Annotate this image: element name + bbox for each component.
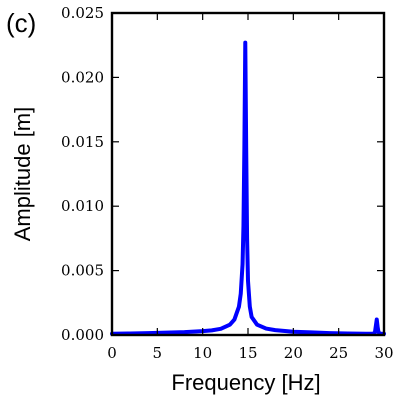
x-tick-label: 15	[238, 344, 257, 362]
y-axis-title: Amplitude [m]	[10, 107, 35, 242]
y-tick-label: 0.025	[61, 4, 104, 22]
y-tick-label: 0.005	[61, 262, 104, 280]
x-tick-label: 5	[153, 344, 163, 362]
x-axis-title: Frequency [Hz]	[171, 370, 320, 395]
x-tick-label: 20	[284, 344, 303, 362]
y-tick-label: 0.000	[61, 326, 104, 344]
y-tick-label: 0.015	[61, 133, 104, 151]
x-tick-label: 10	[193, 344, 212, 362]
x-tick-label: 0	[107, 344, 117, 362]
plot-marks	[110, 40, 386, 336]
series-line-0	[110, 40, 386, 336]
y-tick-label: 0.020	[61, 68, 104, 86]
panel-label: (c)	[6, 8, 36, 38]
x-tick-label: 30	[374, 344, 393, 362]
y-tick-label: 0.010	[61, 197, 104, 215]
x-tick-label: 25	[329, 344, 348, 362]
axis-ticks: 0 5 10 15 20 25 30 0.000 0.005 0.010 0.015 0.020 0.0…	[61, 4, 394, 362]
